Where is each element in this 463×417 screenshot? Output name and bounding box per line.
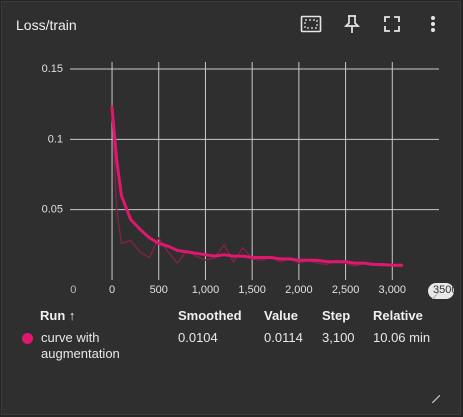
- x-tick-label: 2,000: [285, 284, 313, 296]
- smoothed-value: 0.0104: [178, 330, 218, 345]
- col-header-relative[interactable]: Relative: [373, 308, 423, 323]
- col-header-step[interactable]: Step: [322, 308, 350, 323]
- step-value: 3,100: [322, 330, 355, 345]
- card-title: Loss/train: [16, 17, 77, 33]
- x-edge-label-left: -500: [54, 284, 76, 296]
- chart-resize-handle[interactable]: [430, 289, 440, 299]
- pin-icon[interactable]: [339, 11, 365, 37]
- smoothed-series-line: [112, 107, 402, 265]
- fullscreen-icon[interactable]: [379, 11, 405, 37]
- x-tick-label: 1,000: [192, 284, 220, 296]
- col-header-value[interactable]: Value: [264, 308, 298, 323]
- loss-chart[interactable]: 0 500 1,000 1,500 2,000 2,500 3,000 0.05 0.1 0.15…: [2, 42, 460, 304]
- relative-time: 10.06 min: [373, 330, 430, 345]
- x-tick-label: 3,000: [379, 284, 407, 296]
- card-resize-handle[interactable]: [430, 393, 440, 403]
- x-tick-label: 0: [109, 284, 115, 296]
- x-tick-label: 500: [150, 284, 168, 296]
- raw-value: 0.0114: [264, 330, 303, 345]
- col-header-smoothed[interactable]: Smoothed: [178, 308, 242, 323]
- run-name-line2: augmentation: [41, 346, 120, 361]
- run-name-line1: curve with: [41, 330, 100, 345]
- col-header-run[interactable]: Run ↑: [40, 308, 75, 323]
- y-tick-label: 0.1: [48, 133, 63, 145]
- y-tick-label: 0.15: [42, 63, 63, 75]
- data-selection-icon[interactable]: [298, 11, 324, 37]
- x-tick-label: 2,500: [332, 284, 360, 296]
- more-vert-icon[interactable]: [420, 11, 446, 37]
- y-tick-label: 0.05: [42, 204, 63, 216]
- x-tick-label: 1,500: [238, 284, 266, 296]
- run-color-swatch: [22, 333, 33, 344]
